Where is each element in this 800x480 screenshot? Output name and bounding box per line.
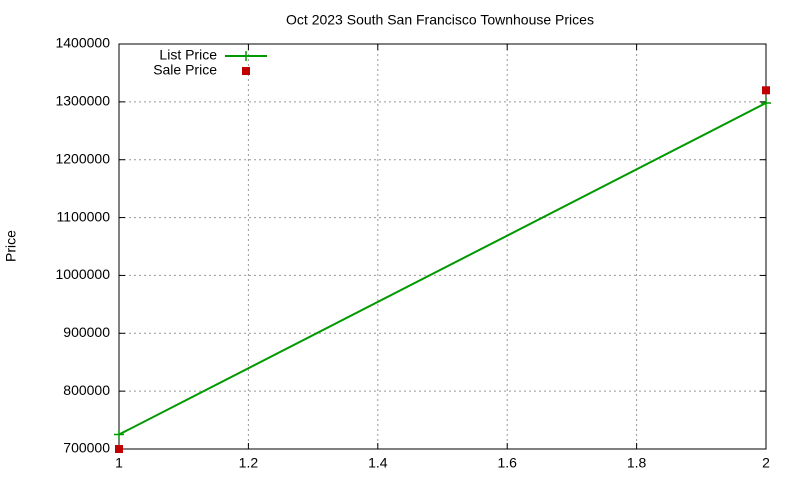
y-axis-label: Price [3, 230, 19, 262]
y-tick-label: 1000000 [55, 266, 110, 282]
y-tick-label: 1400000 [55, 35, 110, 51]
legend-label: Sale Price [153, 62, 217, 78]
x-tick-label: 1 [115, 455, 123, 471]
x-tick-label: 2 [762, 455, 770, 471]
y-tick-label: 900000 [63, 324, 110, 340]
legend-swatch [241, 51, 251, 61]
legend-label: List Price [159, 47, 217, 63]
legend-swatch [242, 67, 250, 75]
chart-title: Oct 2023 South San Francisco Townhouse P… [286, 12, 594, 28]
x-tick-label: 1.4 [368, 455, 388, 471]
y-tick-label: 800000 [63, 382, 110, 398]
point [762, 86, 770, 95]
plot-frame [118, 43, 767, 450]
x-tick-label: 1.8 [627, 455, 647, 471]
x-tick-label: 1.6 [497, 455, 517, 471]
x-tick-label: 1.2 [239, 455, 259, 471]
y-tick-label: 1100000 [57, 208, 111, 224]
point [761, 98, 771, 109]
point [115, 445, 123, 453]
series-line [118, 102, 767, 436]
point [114, 429, 124, 440]
y-tick-label: 1300000 [55, 93, 110, 109]
y-tick-label: 700000 [63, 440, 110, 456]
y-tick-label: 1200000 [55, 150, 110, 166]
